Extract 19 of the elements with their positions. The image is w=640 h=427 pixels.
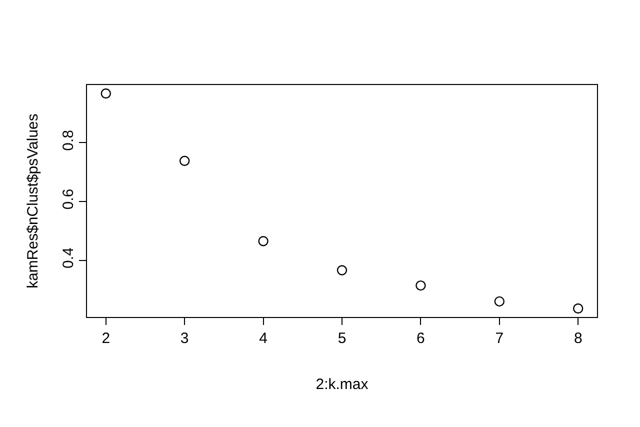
x-tick-label: 6 — [416, 330, 425, 347]
y-axis-title: kamRes$nClust$psValues — [24, 114, 42, 288]
point — [573, 303, 584, 314]
x-tick-label: 4 — [259, 330, 268, 347]
point — [100, 88, 111, 99]
x-tick-label: 5 — [338, 330, 346, 347]
x-axis-title: 2:k.max — [316, 376, 369, 393]
point — [179, 156, 190, 166]
point — [494, 296, 505, 307]
point — [416, 280, 426, 291]
point — [336, 265, 348, 276]
x-tick-label: 3 — [180, 330, 189, 347]
point — [258, 236, 268, 246]
y-tick-label: 0.8 — [60, 130, 77, 151]
x-tick-label: 7 — [495, 330, 504, 347]
x-tick-label: 2 — [102, 330, 110, 347]
y-tick-label: 0.4 — [60, 248, 77, 268]
y-tick-label: 0.6 — [60, 188, 77, 210]
x-tick-label: 8 — [574, 330, 582, 347]
